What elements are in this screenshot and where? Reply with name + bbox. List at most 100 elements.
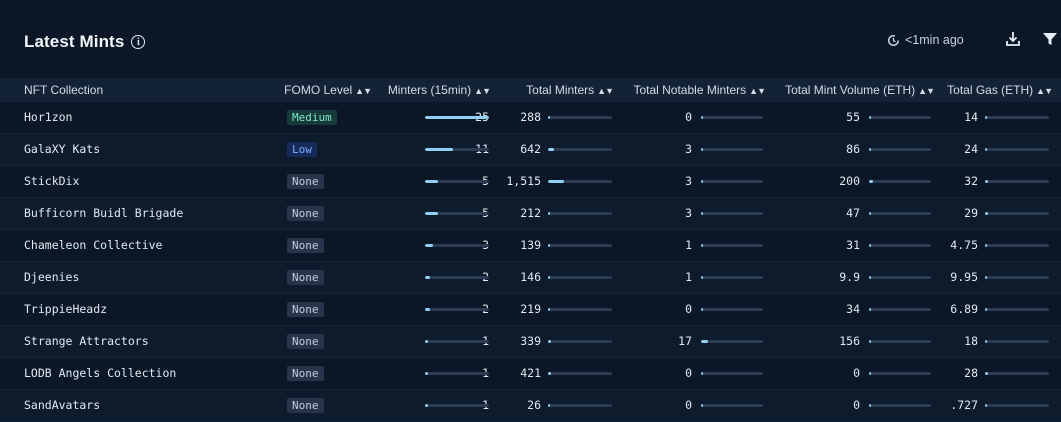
tm-bar-fill xyxy=(548,276,550,279)
tm-value: 642 xyxy=(520,142,541,156)
column-label: Total Gas (ETH) xyxy=(947,83,1034,97)
collection-name[interactable]: LODB Angels Collection xyxy=(24,366,177,380)
vol-bar xyxy=(869,372,931,375)
collection-name[interactable]: SandAvatars xyxy=(24,398,101,412)
gas-value: 24 xyxy=(964,142,978,156)
table-row[interactable]: DjeeniesNone214619.99.95 xyxy=(0,262,1061,294)
collection-name[interactable]: Chameleon Collective xyxy=(24,238,163,252)
table-row[interactable]: TrippieHeadzNone22190346.89 xyxy=(0,294,1061,326)
fomo-badge: None xyxy=(287,302,324,317)
table-row[interactable]: SandAvatarsNone12600.727 xyxy=(0,390,1061,422)
nm-value: 3 xyxy=(685,142,692,156)
gas-value: 32 xyxy=(964,174,978,188)
m15-bar xyxy=(425,372,489,375)
nm-bar xyxy=(701,276,763,279)
collection-name[interactable]: Djeenies xyxy=(24,270,80,284)
info-icon[interactable]: i xyxy=(131,35,146,49)
sort-icon: ▲▼ xyxy=(749,86,766,96)
m15-bar xyxy=(425,340,489,343)
column-header-collection[interactable]: NFT Collection xyxy=(24,78,103,102)
gas-value: 9.95 xyxy=(950,270,978,284)
gas-bar xyxy=(985,212,1049,215)
nm-bar xyxy=(701,372,763,375)
tm-bar xyxy=(548,180,612,183)
nm-value: 0 xyxy=(685,366,692,380)
panel-title: Latest Mints xyxy=(24,32,125,51)
column-header-notable-minters[interactable]: Total Notable Minters ▲▼ xyxy=(633,78,766,102)
collection-name[interactable]: Strange Attractors xyxy=(24,334,149,348)
collection-name[interactable]: Hor1zon xyxy=(24,110,73,124)
vol-value: 156 xyxy=(839,334,860,348)
column-header-fomo[interactable]: FOMO Level ▲▼ xyxy=(284,78,372,102)
tm-value: 421 xyxy=(520,366,541,380)
gas-bar-fill xyxy=(985,308,987,311)
m15-bar xyxy=(425,212,489,215)
vol-value: 0 xyxy=(853,366,860,380)
fomo-badge: None xyxy=(287,174,324,189)
collection-name[interactable]: GalaXY Kats xyxy=(24,142,101,156)
table-row[interactable]: Bufficorn Buidl BrigadeNone521234729 xyxy=(0,198,1061,230)
filter-button[interactable] xyxy=(1042,31,1058,47)
vol-bar-fill xyxy=(869,148,871,151)
gas-bar xyxy=(985,116,1049,119)
vol-bar-fill xyxy=(869,340,872,343)
fomo-badge: None xyxy=(287,398,324,413)
tm-bar-fill xyxy=(548,372,552,375)
vol-bar xyxy=(869,340,931,343)
nm-value: 0 xyxy=(685,110,692,124)
download-icon xyxy=(1006,32,1020,46)
gas-bar-fill xyxy=(985,404,987,407)
collection-name[interactable]: TrippieHeadz xyxy=(24,302,108,316)
nm-bar xyxy=(701,148,763,151)
table-row[interactable]: GalaXY KatsLow1164238624 xyxy=(0,134,1061,166)
collection-name[interactable]: StickDix xyxy=(24,174,80,188)
gas-value: 29 xyxy=(964,206,978,220)
tm-value: 139 xyxy=(520,238,541,252)
collection-name[interactable]: Bufficorn Buidl Brigade xyxy=(24,206,184,220)
gas-bar xyxy=(985,276,1049,279)
gas-bar-fill xyxy=(985,116,987,119)
nm-bar xyxy=(701,404,763,407)
gas-bar xyxy=(985,308,1049,311)
last-updated[interactable]: <1min ago xyxy=(887,31,964,49)
vol-bar-fill xyxy=(869,404,871,407)
nm-bar-fill xyxy=(701,148,703,151)
tm-bar xyxy=(548,404,612,407)
column-label: Total Mint Volume (ETH) xyxy=(785,83,916,97)
tm-value: 146 xyxy=(520,270,541,284)
table-row[interactable]: LODB Angels CollectionNone14210028 xyxy=(0,358,1061,390)
gas-bar-fill xyxy=(985,372,989,375)
tm-value: 212 xyxy=(520,206,541,220)
column-header-minters-15min[interactable]: Minters (15min) ▲▼ xyxy=(388,78,491,102)
tm-bar xyxy=(548,276,612,279)
tm-bar-fill xyxy=(548,340,551,343)
nm-bar xyxy=(701,340,763,343)
column-header-mint-volume[interactable]: Total Mint Volume (ETH) ▲▼ xyxy=(785,78,935,102)
gas-bar-fill xyxy=(985,180,989,183)
column-header-total-gas[interactable]: Total Gas (ETH) ▲▼ xyxy=(947,78,1053,102)
column-header-total-minters[interactable]: Total Minters ▲▼ xyxy=(526,78,614,102)
gas-value: 28 xyxy=(964,366,978,380)
table-row[interactable]: Hor1zonMedium2528805514 xyxy=(0,102,1061,134)
nm-value: 0 xyxy=(685,398,692,412)
vol-bar xyxy=(869,180,931,183)
vol-bar-fill xyxy=(869,212,871,215)
m15-bar xyxy=(425,148,489,151)
nm-value: 3 xyxy=(685,174,692,188)
table-row[interactable]: Chameleon CollectiveNone31391314.75 xyxy=(0,230,1061,262)
tm-bar xyxy=(548,244,612,247)
gas-value: 14 xyxy=(964,110,978,124)
gas-bar xyxy=(985,372,1049,375)
nm-bar xyxy=(701,308,763,311)
tm-bar xyxy=(548,340,612,343)
download-button[interactable] xyxy=(1004,30,1022,48)
mints-table: NFT Collection FOMO Level ▲▼ Minters (15m… xyxy=(0,78,1061,422)
column-label: Total Notable Minters xyxy=(633,83,747,97)
nm-bar-fill xyxy=(701,212,703,215)
tm-bar xyxy=(548,212,612,215)
table-row[interactable]: Strange AttractorsNone13391715618 xyxy=(0,326,1061,358)
vol-value: 86 xyxy=(846,142,860,156)
tm-value: 288 xyxy=(520,110,541,124)
m15-bar xyxy=(425,276,489,279)
